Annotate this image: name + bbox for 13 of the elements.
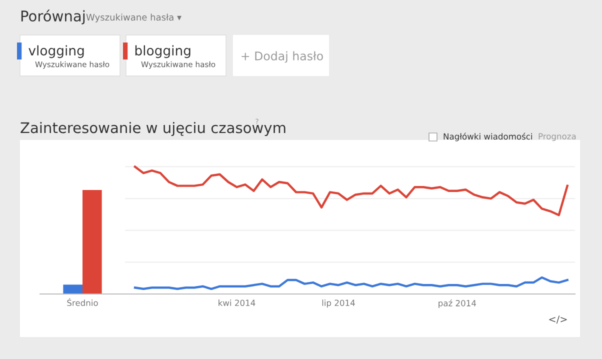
x-tick-label: Średnio [67, 298, 98, 306]
x-tick-label: paź 2014 [438, 300, 476, 308]
x-tick-label: kwi 2014 [218, 300, 256, 306]
text: Porównaj [21, 10, 85, 24]
text: Wyszukiwane hasła ▾ [86, 14, 182, 22]
chart-title: Zainteresowanie w ujęciu czasowym [20, 122, 286, 136]
text: Prognoza [538, 133, 576, 142]
legend-label: blogging [135, 45, 190, 58]
text: </> [549, 316, 567, 324]
text: + Dodaj hasło [242, 51, 323, 63]
text: Nagłówki wiadomości [444, 132, 532, 142]
x-tick-label: lip 2014 [322, 300, 355, 308]
legend-label: vlogging [28, 45, 84, 58]
